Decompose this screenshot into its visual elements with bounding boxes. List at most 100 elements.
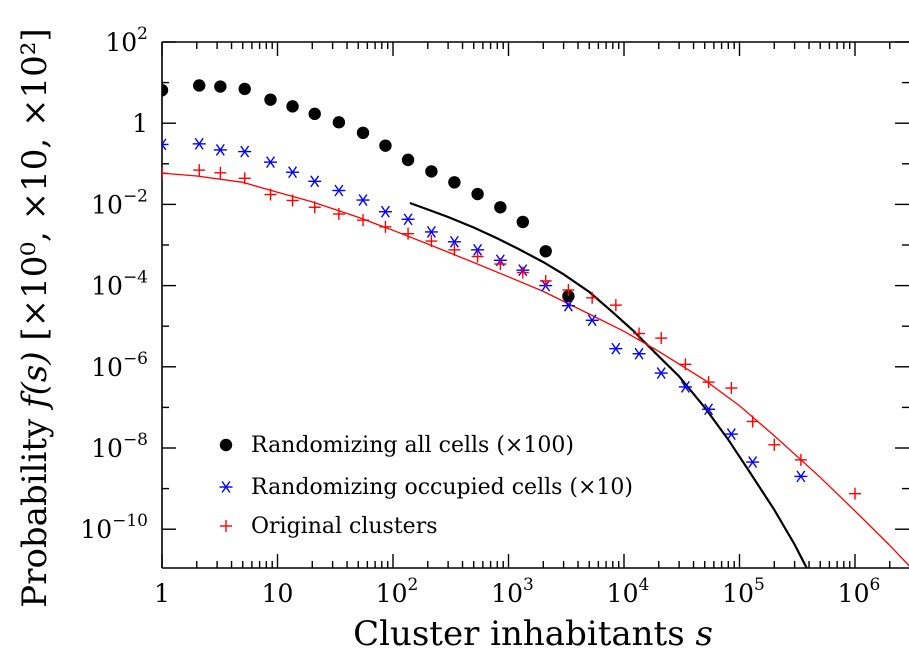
series-3-point xyxy=(494,258,507,271)
series-1-point xyxy=(539,245,552,258)
y-tick-label-exponent: 2 xyxy=(137,24,148,44)
y-tick-label-base: 10 xyxy=(91,190,123,219)
axis-ticks xyxy=(161,41,909,568)
series-3-point xyxy=(849,487,861,500)
y-tick-label-base: 10 xyxy=(91,272,123,301)
series-3-point xyxy=(238,172,251,185)
y-tick-label-base: 10 xyxy=(105,28,137,57)
series-3-point xyxy=(448,243,461,256)
x-tick-label-base: 10 xyxy=(376,579,408,608)
series-1-point xyxy=(214,80,227,93)
series-1-point xyxy=(448,176,461,189)
series-1-point xyxy=(494,201,507,214)
series-3-point xyxy=(471,250,484,263)
y-axis-multipliers: [×10⁰, ×10, ×10²] xyxy=(15,28,55,340)
plot-frame xyxy=(161,41,909,569)
series-1-point xyxy=(356,126,370,140)
y-tick-label: 10−8 xyxy=(91,430,148,463)
y-tick-label-exponent: −10 xyxy=(112,511,148,531)
series-1-point xyxy=(238,82,251,96)
x-tick-label-base: 10 xyxy=(722,579,754,608)
y-tick-label: 10−2 xyxy=(91,186,148,219)
series-3-point xyxy=(332,208,345,221)
series-3-point xyxy=(357,214,370,227)
x-tick-label-base: 10 xyxy=(607,579,639,608)
series-3-point xyxy=(794,453,807,466)
series-2-point xyxy=(794,470,808,483)
y-tick-label-exponent: −6 xyxy=(123,349,148,369)
legend-marker-2 xyxy=(219,481,233,493)
series-3-point xyxy=(586,291,599,304)
x-tick-label-base: 1 xyxy=(154,579,170,608)
series-3-point xyxy=(702,376,715,389)
series-2-point xyxy=(561,299,575,312)
legend-label-3: Original clusters xyxy=(251,514,438,539)
series-2-point xyxy=(332,184,346,197)
x-tick-label-exponent: 5 xyxy=(754,575,765,595)
x-tick-label: 102 xyxy=(376,575,419,608)
x-axis-label: Cluster inhabitants xyxy=(353,614,685,650)
x-tick-label-exponent: 2 xyxy=(407,575,418,595)
series-2-point xyxy=(213,143,227,156)
series-3-point xyxy=(516,266,529,279)
series-1-point xyxy=(516,215,530,229)
series-3-point xyxy=(725,382,738,395)
series-1-point xyxy=(401,153,415,167)
series-3-point xyxy=(768,438,781,451)
y-tick-label-base: 10 xyxy=(80,515,112,544)
series-2-point xyxy=(702,403,716,416)
y-tick-label-base: 10 xyxy=(91,353,123,382)
series-1-point xyxy=(379,139,392,152)
x-tick-label: 104 xyxy=(607,575,650,608)
x-tick-label: 106 xyxy=(838,575,881,608)
series-2-point xyxy=(447,235,461,248)
y-tick-label-base: 1 xyxy=(132,109,148,138)
series-3-point xyxy=(286,194,299,207)
x-axis-title: Cluster inhabitants s xyxy=(353,614,713,650)
y-tick-label: 10−6 xyxy=(91,349,148,382)
series-2-point xyxy=(424,225,438,238)
x-tick-label-exponent: 3 xyxy=(523,575,534,595)
series-2-point xyxy=(585,314,599,327)
x-tick-label: 1 xyxy=(154,579,170,608)
series-2-point xyxy=(308,175,322,188)
series-1-point xyxy=(193,79,206,92)
series-2-point xyxy=(678,380,692,393)
y-tick-label-exponent: −2 xyxy=(123,186,148,206)
y-tick-label: 102 xyxy=(105,24,148,57)
series-3-point xyxy=(539,274,552,287)
series-2-point xyxy=(238,145,252,158)
x-tick-label-base: 10 xyxy=(491,579,523,608)
fit-line-1 xyxy=(409,201,808,568)
series-2-point xyxy=(654,367,668,380)
series-3-point xyxy=(402,227,415,240)
data-markers xyxy=(162,79,861,500)
fit-line-2 xyxy=(162,172,909,567)
series-2-point xyxy=(724,428,738,441)
series-2-point xyxy=(192,137,206,150)
series-3-point xyxy=(655,332,668,345)
series-3-point xyxy=(746,415,759,428)
series-2-point xyxy=(264,156,278,169)
y-tick-label: 10−10 xyxy=(80,511,148,544)
legend-marker-3 xyxy=(220,520,232,532)
series-2-point xyxy=(162,138,169,151)
y-axis-title: Probability f(s) [×10⁰, ×10, ×10²] xyxy=(15,28,55,607)
series-3-point xyxy=(633,327,646,340)
series-3-point xyxy=(379,220,392,233)
series-1-point xyxy=(471,187,484,201)
fit-lines xyxy=(162,172,909,568)
legend-label-1: Randomizing all cells (×100) xyxy=(251,433,574,458)
legend: Randomizing all cells (×100) Randomizing … xyxy=(219,433,633,539)
series-2-point xyxy=(401,213,415,226)
x-tick-label-exponent: 4 xyxy=(638,575,649,595)
series-1-point xyxy=(308,107,321,121)
tick-labels: 1 10 102 103 104 105 106102110−210−410−610−810… xyxy=(80,24,880,608)
series-3-point xyxy=(264,188,277,201)
y-tick-label-base: 10 xyxy=(91,434,123,463)
series-1-point xyxy=(332,116,346,129)
y-tick-label-exponent: −8 xyxy=(123,430,148,450)
x-tick-label: 103 xyxy=(491,575,534,608)
series-1-point xyxy=(264,93,277,106)
